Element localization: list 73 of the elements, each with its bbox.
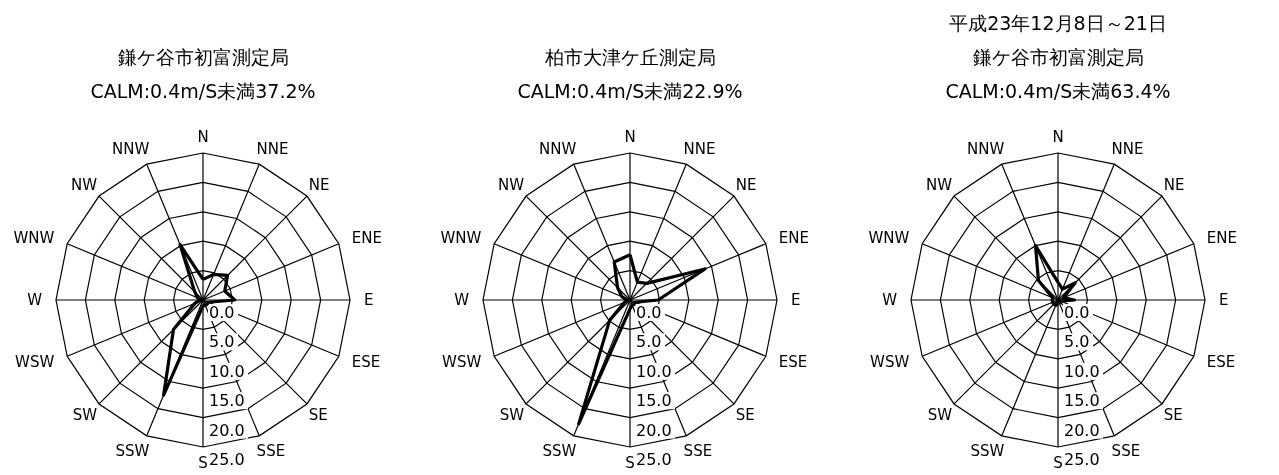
spoke-label: W (882, 291, 898, 309)
spoke-label: S (1053, 454, 1063, 472)
spoke-label: NNW (967, 140, 1005, 159)
spoke-label: NE (735, 175, 757, 194)
y-tick-label: 25.0 (209, 450, 245, 469)
spoke-label: SE (735, 406, 755, 425)
y-tick-label: 15.0 (1064, 391, 1100, 411)
spoke-label: SW (72, 406, 98, 425)
chart-title: 鎌ケ谷市初富測定局 (972, 46, 1144, 68)
spoke-label: E (791, 291, 801, 309)
spoke-label: ESE (778, 353, 808, 372)
spoke-label: SSW (970, 441, 1005, 460)
spoke-label: NNE (1111, 140, 1144, 159)
spoke-label: W (454, 291, 470, 309)
text: 平成23年12月8日～21日 (949, 12, 1167, 34)
chart-subtitle: CALM:0.4m/S未満22.9% (517, 80, 743, 102)
spoke-label: WNW (440, 228, 482, 247)
spoke-label: S (198, 454, 208, 472)
spoke-label: N (197, 128, 209, 146)
y-tick-label: 15.0 (636, 391, 672, 411)
y-tick-label: 15.0 (209, 391, 245, 411)
spoke-label: NW (926, 175, 953, 194)
y-tick-label: 10.0 (209, 361, 245, 381)
spoke-label: ESE (351, 353, 381, 372)
spoke-label: NNW (112, 140, 150, 159)
y-tick-label: 10.0 (1064, 361, 1100, 381)
spoke-label: ENE (1206, 228, 1237, 247)
chart-title: 柏市大津ケ丘測定局 (543, 46, 716, 68)
spoke-label: NNE (256, 140, 289, 159)
spoke-label: ENE (351, 228, 382, 247)
spoke-label: NW (498, 175, 525, 194)
spoke-label: WNW (868, 228, 910, 247)
spoke-label: NW (71, 175, 98, 194)
y-tick-label: 20.0 (636, 420, 672, 440)
spoke-label: ENE (778, 228, 809, 247)
spoke-label: SSW (542, 441, 577, 460)
spoke-label: E (364, 291, 374, 309)
spoke-label: SSE (256, 441, 286, 460)
chart-subtitle: CALM:0.4m/S未満37.2% (90, 80, 316, 102)
spoke-label: NNW (539, 140, 577, 159)
spoke-label: NE (308, 175, 330, 194)
spoke-label: N (1052, 128, 1064, 146)
chart-title: 鎌ケ谷市初富測定局 (117, 46, 289, 68)
spoke-label: SSW (115, 441, 150, 460)
spoke-label: SE (308, 406, 328, 425)
spoke-label: SSE (683, 441, 713, 460)
chart-subtitle: CALM:0.4m/S未満63.4% (945, 80, 1171, 102)
spoke-label: WSW (870, 353, 910, 372)
y-tick-label: 5.0 (636, 332, 662, 352)
spoke-label: S (625, 454, 635, 472)
spoke-label: WSW (442, 353, 482, 372)
y-tick-label: 20.0 (209, 420, 245, 440)
y-tick-label: 5.0 (209, 332, 235, 352)
y-tick-label: 5.0 (1064, 332, 1090, 352)
y-tick-label: 10.0 (636, 361, 672, 381)
spoke-label: ESE (1206, 353, 1236, 372)
y-tick-label: 0.0 (209, 303, 235, 322)
spoke-label: NNE (683, 140, 716, 159)
spoke-label: WSW (15, 353, 55, 372)
spoke-label: NE (1163, 175, 1185, 194)
y-tick-label: 0.0 (636, 303, 662, 322)
spoke-label: W (27, 291, 43, 309)
y-tick-label: 20.0 (1064, 420, 1100, 440)
spoke-label: SW (499, 406, 525, 425)
spoke-label: SW (927, 406, 953, 425)
spoke-label: N (624, 128, 636, 146)
y-tick-label: 25.0 (636, 450, 672, 469)
spoke-label: WNW (13, 228, 55, 247)
y-tick-label: 25.0 (1064, 450, 1100, 469)
spoke-label: SSE (1111, 441, 1141, 460)
spoke-label: SE (1163, 406, 1183, 425)
spoke-label: E (1219, 291, 1229, 309)
y-tick-label: 0.0 (1064, 303, 1090, 322)
